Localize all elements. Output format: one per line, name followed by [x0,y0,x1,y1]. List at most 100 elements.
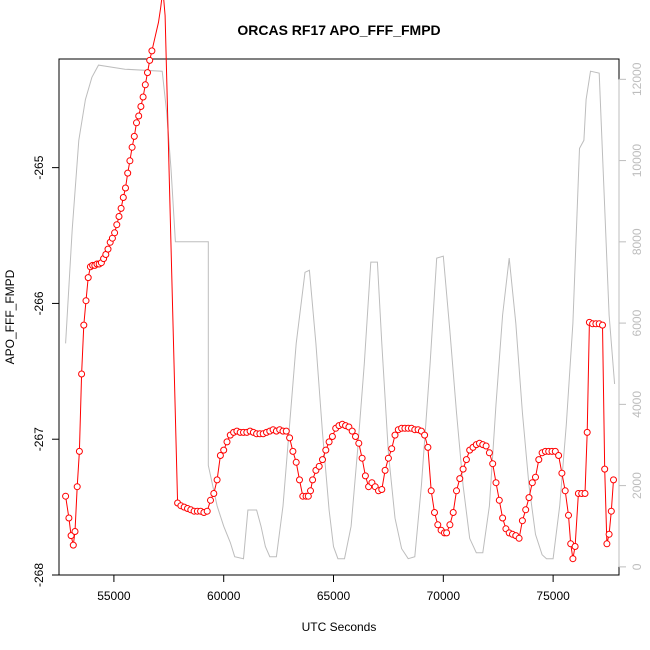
data-point [144,69,151,77]
y-tick-label: -268 [32,563,46,587]
y2-tick-label: 8000 [630,228,644,255]
data-point [78,370,86,378]
data-point [388,445,396,453]
data-point [325,438,333,446]
data-point [62,492,70,500]
secondary-series-line [65,64,616,560]
data-point [583,428,591,436]
y2-tick-label: 12000 [630,62,644,96]
data-point [522,506,530,514]
y2-tick-label: 2000 [630,472,644,499]
x-axis-label: UTC Seconds [302,620,377,634]
data-point [569,555,577,563]
data-point [104,245,112,253]
y2-tick-label: 0 [630,563,644,570]
data-point [384,454,392,462]
data-point [117,204,125,212]
data-point [128,143,136,151]
data-point [75,447,83,455]
data-point [65,514,73,522]
data-point [453,487,460,495]
data-point [427,487,435,495]
data-point [443,529,451,537]
data-point [113,221,121,229]
data-point [495,496,503,504]
data-point [307,487,314,495]
data-point [601,465,609,473]
data-point [67,532,75,540]
data-point [146,56,154,64]
data-point [216,452,224,459]
main-series-line [65,0,614,559]
data-point [605,530,613,538]
data-point [558,469,566,477]
data-point [220,446,228,454]
data-point [462,456,470,464]
y-axis-right: 0 2000 4000 6000 8000 10000 12000 [618,62,644,570]
data-point [328,433,336,440]
data-point [223,438,231,446]
data-point [421,431,429,439]
y-axis-label: APO_FFF_FMPD [3,269,17,364]
data-point [322,446,330,454]
data-point [69,541,77,549]
x-tick-label: 65000 [317,589,351,603]
chart-title: ORCAS RF17 APO_FFF_FMPD [237,22,440,38]
data-point [292,458,300,466]
data-point [207,496,214,504]
data-point [518,517,526,525]
x-tick-label: 75000 [536,589,570,603]
x-tick-label: 70000 [427,589,461,603]
y2-tick-label: 10000 [630,144,644,178]
data-point [137,103,145,110]
data-point [571,543,579,550]
data-point [610,476,617,484]
data-point [130,132,138,140]
data-point [141,81,149,89]
x-axis: 55000 60000 65000 70000 75000 [97,575,570,603]
data-point [355,439,363,447]
y-tick-label: -266 [32,291,46,315]
data-point [485,449,493,457]
data-point [456,475,464,483]
data-point [581,490,589,497]
data-point [358,454,366,462]
data-point [603,540,611,548]
data-point [115,213,123,220]
y-tick-label: -265 [32,155,46,179]
data-point [124,169,132,177]
data-point [535,456,543,464]
data-point [607,507,615,515]
data-point [348,427,356,435]
data-point [361,472,369,480]
data-point [525,494,533,502]
plot-frame [58,58,620,576]
y-axis-left: -268 -267 -266 -265 [32,155,59,587]
data-point [82,297,90,305]
data-point [352,433,359,440]
data-point [282,427,290,435]
data-point [122,184,129,192]
data-point [381,466,389,474]
data-point [315,462,323,470]
data-point [133,119,140,127]
data-point [296,476,303,484]
data-point [489,460,497,468]
data-point [424,443,432,451]
data-point [80,321,88,329]
main-series [62,0,617,563]
data-point [111,229,119,237]
data-point [119,194,127,201]
data-point [71,528,79,535]
data-point [565,511,572,519]
y2-tick-label: 6000 [630,309,644,336]
data-point [459,465,467,473]
data-point [446,521,454,529]
data-point [434,521,442,529]
data-point [532,473,539,481]
data-point [482,442,490,450]
data-point [203,507,211,515]
x-tick-label: 55000 [97,589,131,603]
data-point [391,431,399,439]
